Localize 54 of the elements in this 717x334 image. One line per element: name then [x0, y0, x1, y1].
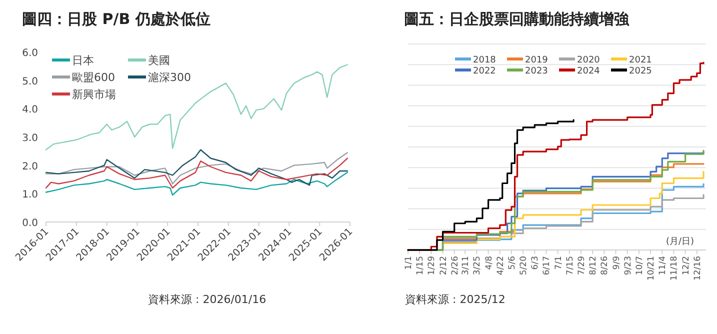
annotation: (月/日)	[666, 237, 694, 247]
source-note: 資料來源 : 2026/01/16	[148, 293, 266, 306]
x-tick-label: 4/8	[484, 256, 494, 270]
legend-label: 歐盟600	[72, 71, 115, 84]
legend-label: 滬深300	[148, 71, 191, 84]
x-tick-label: 9/23	[623, 256, 634, 276]
legend-label: 日本	[72, 54, 94, 68]
y-tick-label: 1.0	[22, 190, 38, 201]
chart-title: 圖四：日股 P/B 仍處於低位	[22, 10, 210, 28]
y-tick-label: 5.0	[22, 76, 38, 88]
x-tick-label: 7/1	[554, 256, 564, 270]
x-tick-label: 2/12	[438, 256, 449, 276]
x-tick-label: 6/3	[530, 256, 541, 270]
x-tick-label: 2/26	[450, 256, 460, 276]
x-tick-label: 11/4	[658, 256, 668, 276]
legend-label: 2025	[629, 66, 652, 76]
legend-label: 2021	[629, 55, 652, 66]
legend-label: 2020	[577, 55, 600, 66]
x-tick-label: 1/1	[404, 256, 414, 270]
legend-label: 2018	[473, 55, 496, 66]
y-tick-label: 6.0	[22, 48, 38, 59]
y-tick-label: 4.0	[22, 104, 38, 116]
line-series	[45, 158, 348, 189]
x-tick-label: 8/26	[600, 256, 610, 276]
x-tick-label: 3/25	[472, 256, 483, 276]
x-tick-label: 12/16	[692, 256, 703, 280]
legend-label: 2019	[525, 55, 548, 66]
y-tick-label: 0.0	[22, 218, 38, 229]
line-series	[45, 172, 348, 196]
y-tick-label: 2.0	[22, 161, 38, 172]
x-tick-label: 1/15	[416, 256, 426, 276]
x-tick-label: 3/11	[461, 256, 472, 276]
legend-label: 2022	[473, 66, 496, 76]
x-tick-label: 6/17	[542, 256, 552, 276]
line-series	[45, 64, 348, 150]
legend-label: 2023	[525, 66, 548, 76]
x-tick-label: 7/29	[577, 256, 588, 276]
chart-title: 圖五：日企股票回購動能持續增強	[404, 10, 630, 28]
y-tick-label: 3.0	[22, 133, 38, 144]
x-tick-label: 11/18	[670, 256, 680, 280]
x-tick-label: 10/7	[634, 256, 645, 276]
x-tick-label: 10/21	[646, 256, 657, 280]
x-tick-label: 7/15	[565, 256, 576, 276]
legend-label: 2024	[577, 66, 600, 76]
x-tick-label: 5/20	[519, 256, 530, 276]
legend-label: 美國	[148, 54, 170, 68]
x-tick-label: 8/12	[588, 256, 599, 276]
x-tick-label: 9/9	[612, 256, 622, 270]
source-note: 資料來源 : 2025/12	[405, 293, 506, 306]
x-tick-label: 1/29	[427, 256, 438, 276]
x-tick-label: 12/2	[681, 256, 692, 276]
legend-label: 新興市場	[72, 88, 116, 102]
x-tick-label: 5/6	[507, 256, 518, 270]
x-tick-label: 4/22	[496, 256, 506, 276]
